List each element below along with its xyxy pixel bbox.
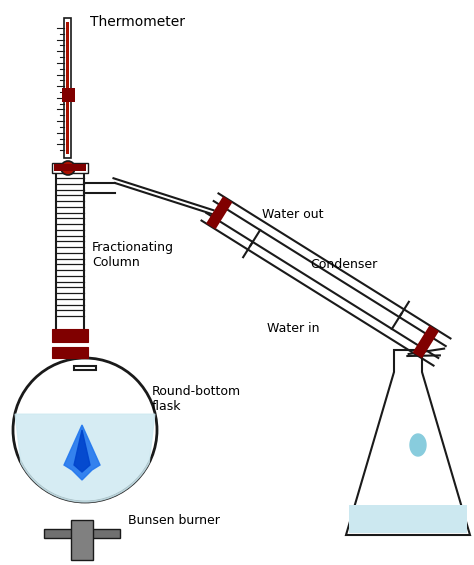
Polygon shape (15, 414, 155, 502)
Text: Thermometer: Thermometer (90, 15, 185, 29)
Circle shape (13, 358, 157, 502)
Bar (64, 18, 72, 158)
Polygon shape (346, 350, 470, 535)
Bar (62, 88, 74, 102)
Bar (66, 22, 70, 154)
Bar (54, 164, 86, 171)
Circle shape (61, 161, 75, 175)
Text: Water in: Water in (267, 321, 319, 334)
Bar (52, 163, 88, 173)
Text: Condenser: Condenser (310, 259, 377, 272)
Polygon shape (410, 434, 426, 456)
Bar (52, 329, 88, 342)
Polygon shape (349, 505, 467, 533)
Bar (71, 520, 93, 560)
Bar (74, 366, 96, 370)
Bar (52, 347, 88, 358)
Text: Bunsen burner: Bunsen burner (128, 514, 220, 527)
Text: Round-bottom
flask: Round-bottom flask (152, 385, 241, 413)
Text: Water out: Water out (262, 208, 323, 221)
Polygon shape (74, 430, 90, 472)
Text: Fractionating
Column: Fractionating Column (92, 241, 174, 269)
Bar (44, 529, 120, 538)
Polygon shape (64, 425, 100, 480)
